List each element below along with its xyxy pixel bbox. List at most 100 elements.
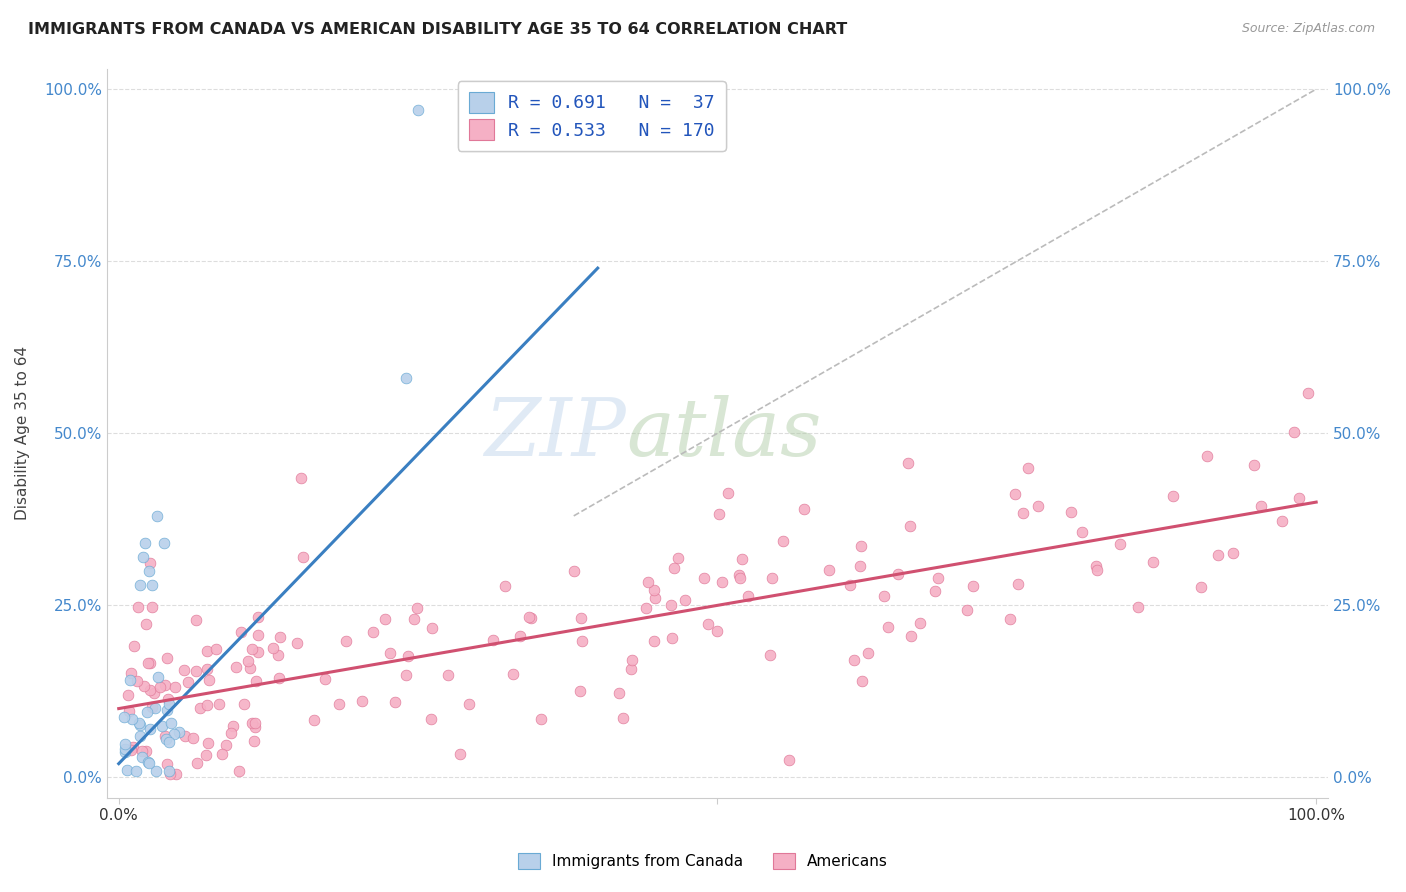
Point: [1108, 537, 1130, 551]
Point: [1085, 563, 1108, 577]
Point: [898, 518, 921, 533]
Point: [141, 599, 163, 614]
Point: [517, 610, 540, 624]
Point: [188, 701, 211, 715]
Point: [1222, 546, 1244, 560]
Point: [662, 561, 685, 575]
Point: [728, 571, 751, 585]
Point: [842, 653, 865, 667]
Point: [128, 729, 150, 743]
Point: [195, 698, 218, 712]
Point: [395, 668, 418, 682]
Point: [128, 716, 150, 731]
Point: [174, 729, 197, 743]
Point: [1026, 499, 1049, 513]
Point: [221, 726, 243, 740]
Point: [1197, 449, 1219, 463]
Point: [197, 736, 219, 750]
Point: [120, 665, 142, 680]
Point: [114, 745, 136, 759]
Point: [184, 664, 207, 678]
Point: [176, 674, 198, 689]
Point: [634, 601, 657, 615]
Point: [1085, 558, 1108, 573]
Point: [159, 767, 181, 781]
Point: [114, 742, 136, 756]
Point: [772, 533, 794, 548]
Point: [1189, 580, 1212, 594]
Point: [449, 747, 471, 762]
Point: [125, 673, 148, 688]
Point: [211, 747, 233, 762]
Point: [114, 737, 136, 751]
Point: [924, 583, 946, 598]
Point: [155, 757, 177, 772]
Point: [728, 568, 751, 582]
Point: [873, 590, 896, 604]
Point: [402, 611, 425, 625]
Point: [637, 574, 659, 589]
Point: [568, 684, 591, 698]
Point: [208, 697, 231, 711]
Point: [673, 593, 696, 607]
Point: [851, 674, 873, 689]
Point: [186, 756, 208, 771]
Point: [118, 704, 141, 718]
Point: [1282, 425, 1305, 439]
Point: [157, 735, 180, 749]
Point: [145, 764, 167, 778]
Point: [494, 579, 516, 593]
Point: [571, 610, 593, 624]
Point: [157, 764, 180, 778]
Point: [731, 552, 754, 566]
Point: [437, 668, 460, 682]
Y-axis label: Disability Age 35 to 64: Disability Age 35 to 64: [15, 346, 30, 520]
Point: [138, 756, 160, 770]
Point: [530, 712, 553, 726]
Point: [291, 550, 314, 565]
Point: [620, 662, 643, 676]
Point: [571, 634, 593, 648]
Point: [1000, 612, 1022, 626]
Point: [778, 753, 800, 767]
Point: [1206, 548, 1229, 562]
Point: [240, 715, 263, 730]
Point: [759, 648, 782, 663]
Point: [135, 705, 157, 719]
Point: [897, 456, 920, 470]
Point: [243, 733, 266, 747]
Point: [659, 599, 682, 613]
Point: [195, 747, 218, 762]
Point: [117, 689, 139, 703]
Point: [378, 646, 401, 660]
Point: [125, 764, 148, 778]
Point: [153, 678, 176, 692]
Point: [136, 656, 159, 670]
Point: [135, 744, 157, 758]
Point: [262, 641, 284, 656]
Point: [127, 600, 149, 615]
Text: ZIP: ZIP: [484, 394, 626, 472]
Point: [121, 739, 143, 754]
Point: [1128, 599, 1150, 614]
Point: [155, 703, 177, 717]
Point: [482, 632, 505, 647]
Point: [956, 603, 979, 617]
Point: [150, 719, 173, 733]
Point: [1017, 460, 1039, 475]
Point: [153, 536, 176, 550]
Point: [122, 639, 145, 653]
Point: [1071, 525, 1094, 540]
Point: [877, 619, 900, 633]
Point: [245, 715, 267, 730]
Text: atlas: atlas: [626, 394, 821, 472]
Point: [146, 508, 169, 523]
Point: [246, 628, 269, 642]
Point: [1012, 506, 1035, 520]
Point: [908, 616, 931, 631]
Point: [374, 611, 396, 625]
Point: [886, 566, 908, 581]
Point: [195, 662, 218, 676]
Point: [142, 686, 165, 700]
Point: [1288, 491, 1310, 506]
